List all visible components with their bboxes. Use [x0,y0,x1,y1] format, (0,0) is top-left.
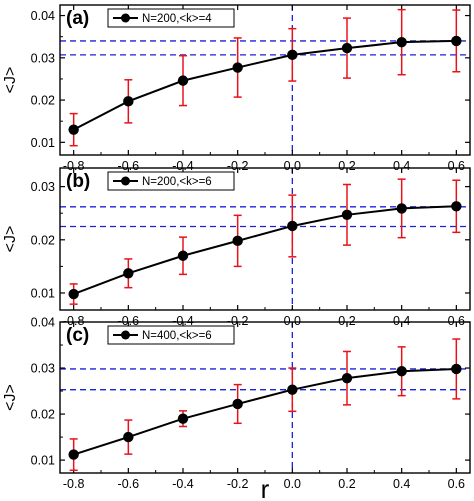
data-point [451,363,462,375]
panel-b: -0.8 -0.6 -0.4 -0.2 0.0 0.2 0.4 0.6 0.01 0.02 0.03… [2,167,471,328]
y-tick-label: 0.02 [31,408,55,422]
legend-box [107,8,235,28]
data-point [396,36,407,48]
data-point [287,220,298,232]
data-point [341,42,353,54]
x-tick-label: -0.4 [172,159,194,173]
data-point [396,203,407,214]
data-point [232,235,243,247]
legend-marker-swatch [121,330,130,340]
y-tick-label: 0.03 [31,51,55,65]
legend-label: N=400,<k>=6 [142,330,212,342]
series-line [73,367,457,456]
y-tick-label: 0.03 [31,180,55,194]
series [68,178,462,305]
legend-label: N=200,<k>=6 [142,176,212,188]
legend-label: N=200,<k>=4 [142,13,212,25]
data-point [396,366,407,377]
x-tick-label: -0.6 [118,477,140,491]
x-tick-label: -0.8 [63,477,85,491]
x-tick-label: 0.6 [448,159,465,173]
legend-marker-swatch [121,176,130,186]
data-point [287,384,298,395]
y-tick-label: 0.02 [31,233,55,247]
panel-a: -0.8 -0.6 -0.4 -0.2 0.0 0.2 0.4 0.6 0.01 0.02 0.03… [2,4,471,173]
legend-marker-swatch [121,13,130,23]
y-tick-label: 0.02 [31,94,55,108]
y-axis-label: <J> [2,67,19,94]
x-tick-label: -0.4 [172,314,194,328]
data-point [341,372,353,384]
x-tick-label: 0.0 [284,159,301,173]
data-point [177,413,189,424]
legend-box [107,171,235,191]
series-line [73,205,457,295]
x-tick-label: 0.4 [393,159,410,173]
series-line [73,39,457,131]
legend: N=200,<k>=4 [107,8,235,28]
data-point [287,49,298,61]
data-point [68,288,79,300]
x-tick-label: -0.8 [63,314,85,328]
legend: N=400,<k>=6 [107,325,235,345]
x-tick-label: -0.2 [227,314,249,328]
x-tick-label: -0.2 [227,159,249,173]
x-tick-label: -0.6 [118,159,140,173]
x-axis-label: r [261,474,270,501]
y-tick-label: 0.04 [31,316,55,330]
x-tick-label: -0.2 [227,477,249,491]
series [68,8,462,147]
y-axis-label: <J> [2,384,19,411]
data-point [451,201,462,212]
y-tick-label: 0.01 [31,286,55,300]
x-tick-label: 0.4 [393,314,410,328]
x-tick-label: -0.8 [63,159,85,173]
x-tick-label: 0.0 [284,314,301,328]
series [68,338,462,471]
x-tick-label: 0.4 [393,477,410,491]
x-tick-label: 0.2 [338,314,355,328]
data-point [451,35,462,47]
y-tick-label: 0.01 [31,136,55,150]
data-point [232,398,243,410]
y-tick-label: 0.03 [31,362,55,376]
x-tick-label: -0.6 [118,314,140,328]
x-tick-label: 0.2 [338,159,355,173]
data-point [123,431,134,443]
data-point [232,62,243,73]
x-tick-label: -0.4 [172,477,194,491]
panel-label: (a) [66,8,89,29]
panel-label: (b) [66,171,90,192]
data-point [123,96,134,107]
data-point [68,449,79,460]
data-point [123,268,134,279]
data-point [177,250,189,261]
y-axis-label: <J> [2,226,19,253]
legend-box [107,325,235,345]
data-point [177,75,189,86]
x-tick-label: 0.0 [284,477,301,491]
x-tick-label: 0.6 [448,314,465,328]
legend: N=200,<k>=6 [107,171,235,191]
x-tick-label: 0.2 [338,477,355,491]
y-tick-label: 0.01 [31,454,55,468]
panel-c: -0.8 -0.6 -0.4 -0.2 0.0 0.2 0.4 0.6 0.01 0.02 0.03… [2,316,471,491]
data-point [68,124,79,135]
y-tick-label: 0.04 [31,9,55,23]
panel-label: (c) [66,325,89,346]
x-tick-label: 0.6 [448,477,465,491]
data-point [341,209,353,221]
